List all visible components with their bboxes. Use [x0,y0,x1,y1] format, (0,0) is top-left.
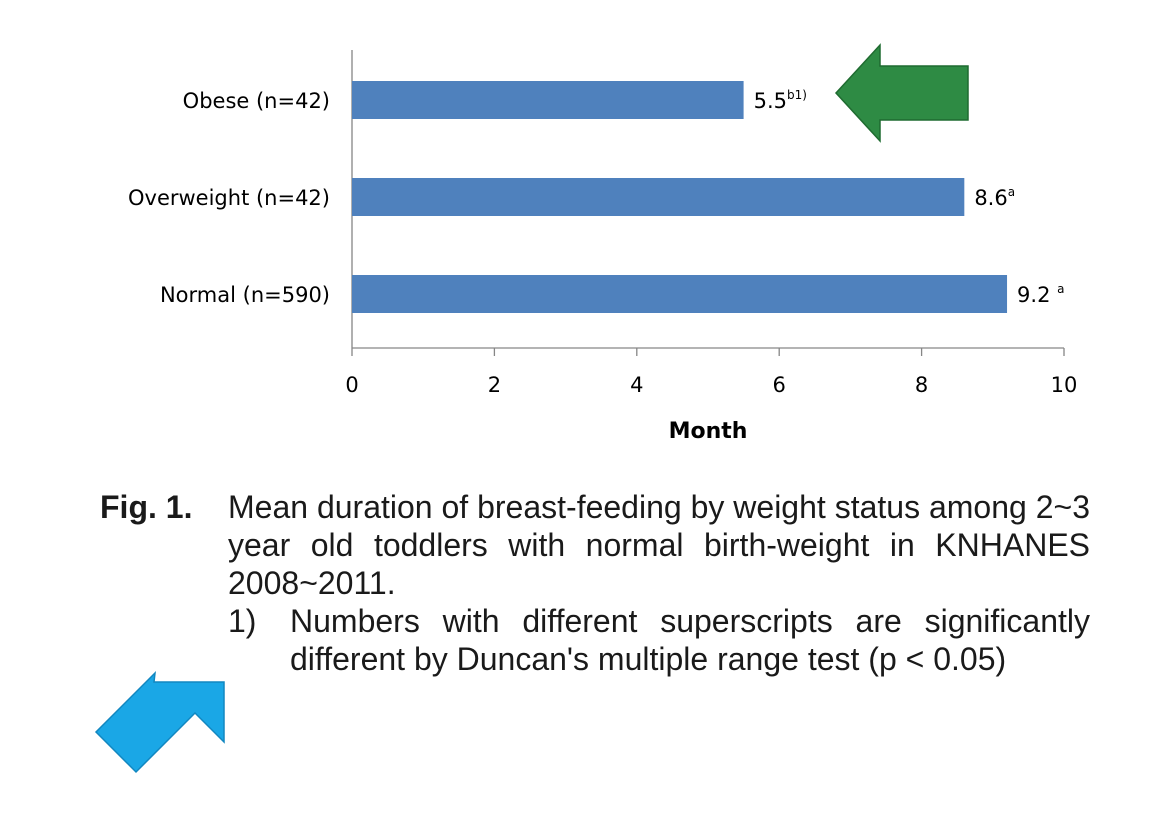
data-label: 9.2 a [1017,282,1064,307]
green-arrow-annotation [834,43,969,143]
footnote-number: 1) [228,603,257,639]
value-labels: 5.5b1) 8.6a 9.2 a [754,88,1065,307]
x-tick-label: 6 [773,373,786,397]
x-tick-label: 0 [345,373,358,397]
x-axis-title: Month [669,419,748,444]
figure-caption: Fig. 1. Mean duration of breast-feeding … [100,488,1090,678]
x-tick-label: 8 [915,373,928,397]
x-tick-label: 10 [1051,373,1078,397]
x-tick-label: 4 [630,373,643,397]
data-label: 5.5b1) [754,88,807,113]
figure-label: Fig. 1. [100,489,193,525]
footnote-text: Numbers with different superscripts are … [290,603,1090,677]
x-tick-label: 2 [488,373,501,397]
bar [352,81,744,119]
bar [352,178,965,216]
bar [352,275,1008,313]
category-labels: Obese (n=42) Overweight (n=42) Normal (n=5… [128,89,330,307]
category-label: Obese (n=42) [183,89,330,113]
x-axis: 0 2 4 6 8 10 [345,50,1077,397]
caption-text: Mean duration of breast-feeding by weigh… [228,489,1090,601]
data-label: 8.6a [974,185,1015,210]
category-label: Normal (n=590) [160,283,330,307]
bars [352,81,1008,313]
bar-chart: 0 2 4 6 8 10 Obese (n=42) Overweight (n=42) Nor… [128,43,1077,444]
category-label: Overweight (n=42) [128,186,330,210]
